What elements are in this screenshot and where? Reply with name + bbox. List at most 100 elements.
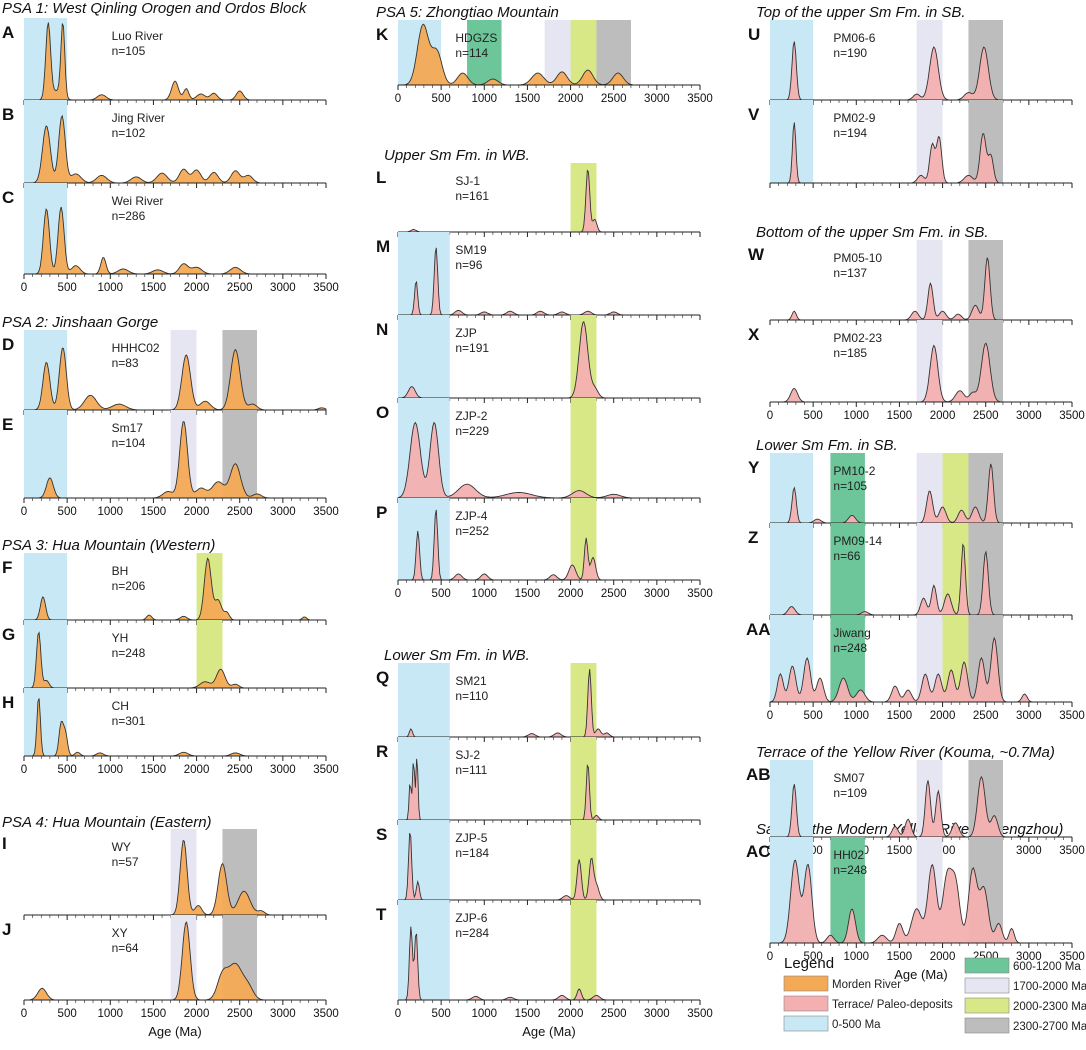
x-tick-label: 3000 (270, 1008, 296, 1020)
x-tick-label: 1500 (887, 710, 913, 722)
legend-label: Terrace/ Paleo-deposits (832, 999, 953, 1011)
x-tick-label: 3000 (1016, 410, 1042, 422)
panel-letter: AB (746, 765, 771, 784)
density-curve (24, 698, 326, 757)
x-tick-label: 1500 (141, 764, 167, 776)
x-tick-label: 1000 (97, 1008, 123, 1020)
density-curve (24, 22, 326, 101)
sample-count: n=248 (833, 641, 867, 655)
legend-label: 1700-2000 Ma (1013, 981, 1086, 993)
sample-count: n=252 (455, 524, 489, 538)
sample-name: Jiwang (833, 626, 870, 640)
legend-swatch (964, 997, 1010, 1014)
sample-count: n=284 (455, 926, 489, 940)
sample-count: n=301 (112, 714, 146, 728)
x-tick-label: 1500 (141, 506, 167, 518)
sample-count: n=110 (455, 689, 488, 703)
sample-count: n=57 (112, 855, 139, 869)
x-tick-label: 1500 (887, 951, 913, 963)
legend-item: 600-1200 Ma (964, 957, 1081, 974)
sample-name: PM09-14 (833, 534, 882, 548)
sample-count: n=229 (455, 424, 489, 438)
x-tick-label: 3000 (644, 1008, 670, 1020)
x-tick-label: 3500 (687, 588, 713, 600)
sample-name: XY (112, 926, 128, 940)
legend-label: 2000-2300 Ma (1013, 1001, 1086, 1013)
x-tick-label: 0 (395, 588, 401, 600)
x-axis-label: Age (Ma) (894, 967, 947, 982)
x-tick-label: 2500 (973, 410, 999, 422)
panel-letter: C (2, 188, 14, 207)
x-tick-label: 2500 (227, 506, 253, 518)
panel-letter: Y (748, 458, 760, 477)
group-title-psa2: PSA 2: Jinshaan Gorge (2, 314, 158, 331)
legend-item: 1700-2000 Ma (964, 977, 1086, 994)
x-tick-label: 2000 (558, 1008, 584, 1020)
sample-count: n=286 (112, 209, 146, 223)
panel-letter: G (2, 625, 15, 644)
legend-swatch (783, 995, 829, 1012)
panel-letter: M (376, 237, 390, 256)
density-curve (24, 557, 326, 621)
group-title-psa3: PSA 3: Hua Mountain (Western) (2, 537, 215, 554)
x-tick-label: 3500 (313, 506, 339, 518)
age-band-700-1100 (830, 523, 865, 615)
x-tick-label: 500 (432, 93, 451, 105)
age-band-1700-2000 (916, 523, 943, 615)
x-tick-label: 3500 (1059, 951, 1085, 963)
panel-AB: 0500100015002000250030003500ABSM07n=109 (746, 760, 1085, 857)
panel-R: R SJ-2n=111 (376, 737, 701, 825)
panel-letter: N (376, 320, 388, 339)
sample-count: n=83 (112, 356, 139, 370)
x-tick-label: 3000 (270, 282, 296, 294)
x-tick-label: 3500 (313, 764, 339, 776)
sample-name: PM10-2 (833, 464, 875, 478)
x-tick-label: 1000 (471, 93, 497, 105)
sample-count: n=111 (455, 763, 487, 777)
x-tick-label: 2000 (558, 588, 584, 600)
x-tick-label: 500 (432, 588, 451, 600)
sample-name: ZJP-6 (455, 911, 487, 925)
x-tick-label: 3000 (1016, 845, 1042, 857)
x-tick-label: 1500 (887, 845, 913, 857)
x-tick-label: 3000 (1016, 710, 1042, 722)
panel-G: G YHn=248 (2, 620, 327, 693)
x-tick-label: 3500 (313, 1008, 339, 1020)
x-tick-label: 1500 (515, 588, 541, 600)
panel-S: S ZJP-5n=184 (376, 820, 701, 905)
sample-name: HDGZS (455, 31, 497, 45)
panel-letter: F (2, 558, 12, 577)
x-tick-label: 2000 (558, 93, 584, 105)
x-tick-label: 0 (21, 282, 27, 294)
x-tick-label: 500 (58, 506, 77, 518)
sample-name: Sm17 (112, 421, 144, 435)
x-tick-label: 2000 (930, 951, 956, 963)
panel-O: O ZJP-2n=229 (376, 398, 701, 503)
x-tick-label: 2500 (227, 764, 253, 776)
age-band-0-500 (24, 620, 68, 688)
x-tick-label: 1000 (843, 410, 869, 422)
age-band-0-600 (398, 663, 450, 737)
panel-U: U PM06-6n=190 (748, 20, 1073, 105)
panel-F: F BHn=206 (2, 553, 327, 625)
legend-swatch (964, 1017, 1010, 1034)
x-tick-label: 0 (21, 1008, 27, 1020)
panel-T: 0 500 1000 1500 2000 2500 3000 3500 Age (Ma) T ZJP… (376, 900, 713, 1039)
x-tick-label: 0 (767, 710, 773, 722)
sample-name: SM07 (833, 771, 865, 785)
panel-letter: D (2, 335, 14, 354)
panel-letter: AC (746, 842, 771, 861)
x-tick-label: 2000 (184, 1008, 210, 1020)
panel-letter: H (2, 693, 14, 712)
x-tick-label: 3500 (1059, 710, 1085, 722)
panel-AA: 0 500 1000 1500 2000 2500 3000 3500 AA Jiwangn=24… (746, 615, 1085, 722)
density-curve (398, 169, 700, 233)
legend-title: Legend (784, 955, 834, 972)
sample-count: n=114 (455, 46, 488, 60)
sample-name: ZJP-2 (455, 409, 487, 423)
x-tick-label: 3000 (644, 588, 670, 600)
panel-letter: R (376, 742, 388, 761)
sample-name: HH02 (833, 848, 864, 862)
x-tick-label: 2500 (601, 588, 627, 600)
